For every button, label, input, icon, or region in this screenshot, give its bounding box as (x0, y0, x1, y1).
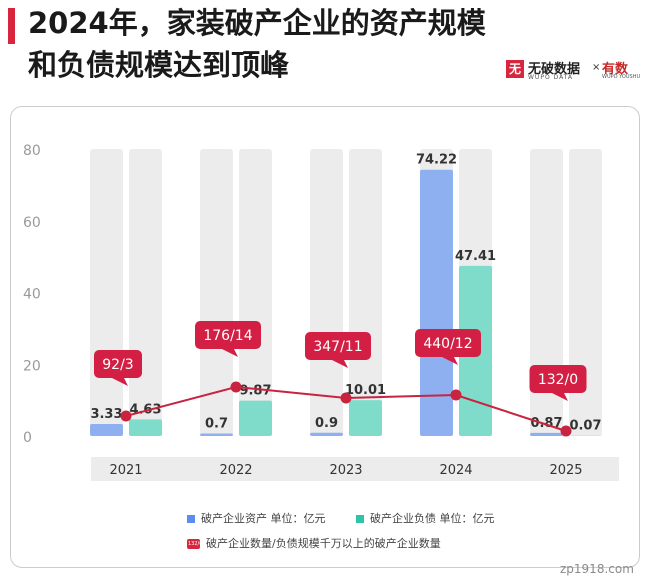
liabilities-value-label: 47.41 (455, 249, 496, 264)
count-label-text: 92/3 (102, 357, 133, 373)
brand-logo: 无 无破数据 WUPO DATA × 有数 WUPO YOUSHU (506, 58, 656, 84)
bar-track (569, 149, 602, 436)
x-tick-label: 2022 (219, 463, 252, 478)
legend-assets: 破产企业资产 单位：亿元 (187, 510, 326, 526)
count-label-text: 132/0 (538, 372, 578, 388)
chart-card: 0 20 40 60 80 3.33 4.63 2021 0.7 9.87 2022 0.9 10.01… (10, 106, 640, 568)
liabilities-bar (239, 400, 272, 436)
legend-count-icon-text: 132/0 (188, 541, 203, 547)
count-label-text: 347/11 (313, 339, 362, 355)
count-point (230, 381, 242, 393)
legend-assets-label: 破产企业资产 单位：亿元 (201, 512, 326, 525)
legend-assets-swatch (187, 515, 195, 523)
y-tick-label: 20 (23, 358, 41, 374)
count-point (560, 425, 572, 437)
count-label-pointer (442, 357, 458, 365)
assets-bar (90, 424, 123, 436)
legend-count-icon: 132/0 (187, 539, 203, 549)
count-label-text: 440/12 (423, 336, 472, 352)
chart-title: 2024年，家装破产企业的资产规模和负债规模达到顶峰 (28, 6, 486, 82)
legend-liabilities-swatch (356, 515, 364, 523)
bar-track (90, 149, 123, 436)
count-point (340, 392, 352, 404)
legend-count: 132/0 破产企业数量/负债规模千万以上的破产企业数量 (187, 535, 441, 551)
title-accent-bar (8, 8, 15, 44)
x-tick-label: 2024 (439, 463, 472, 478)
count-label-box (305, 332, 371, 360)
liabilities-bar (129, 419, 162, 436)
count-label-pointer (112, 378, 128, 386)
assets-bar (200, 433, 233, 436)
watermark: zp1918.com (560, 562, 634, 576)
brand-subtitle: WUPO DATA (528, 74, 574, 81)
x-tick-label: 2025 (549, 463, 582, 478)
liabilities-bar (349, 400, 382, 436)
assets-bar (310, 432, 343, 436)
count-label-pointer (222, 349, 238, 357)
partner-subtitle: WUPO YOUSHU (602, 74, 641, 80)
legend-liabilities: 破产企业负债 单位：亿元 (356, 510, 495, 526)
partner-name: 有数 (602, 62, 629, 77)
x-axis-band (91, 457, 619, 481)
liabilities-value-label: 0.07 (569, 419, 601, 434)
liabilities-value-label: 10.01 (345, 383, 386, 398)
legend-count-label: 破产企业数量/负债规模千万以上的破产企业数量 (206, 537, 441, 550)
x-tick-label: 2023 (329, 463, 362, 478)
count-label-pointer (332, 360, 348, 368)
assets-value-label: 74.22 (416, 153, 457, 168)
liabilities-value-label: 9.87 (239, 384, 271, 399)
count-label-pointer (552, 393, 568, 401)
y-tick-label: 60 (23, 215, 41, 231)
y-tick-label: 80 (23, 143, 41, 159)
bar-track (239, 149, 272, 436)
count-point (120, 410, 132, 422)
bar-track (310, 149, 343, 436)
count-label-box (529, 365, 587, 393)
brand-name: 无破数据 (528, 62, 581, 77)
y-tick-label: 0 (23, 430, 32, 446)
count-label-text: 176/14 (203, 328, 252, 344)
count-label-box (195, 321, 261, 349)
brand-logo-icon: 无 (506, 60, 524, 78)
y-tick-label: 40 (23, 287, 41, 303)
bar-track (530, 149, 563, 436)
x-tick-label: 2021 (109, 463, 142, 478)
brand-separator: × (592, 62, 601, 73)
assets-bar (420, 169, 453, 436)
count-label-box (415, 329, 481, 357)
assets-value-label: 0.9 (315, 416, 338, 431)
count-label-box (94, 350, 142, 378)
assets-value-label: 0.7 (205, 416, 228, 431)
assets-bar (530, 432, 563, 436)
legend-liabilities-label: 破产企业负债 单位：亿元 (370, 512, 495, 525)
bar-track (200, 149, 233, 436)
count-point (450, 389, 462, 401)
bar-track (129, 149, 162, 436)
assets-value-label: 3.33 (90, 407, 122, 422)
bar-track (349, 149, 382, 436)
